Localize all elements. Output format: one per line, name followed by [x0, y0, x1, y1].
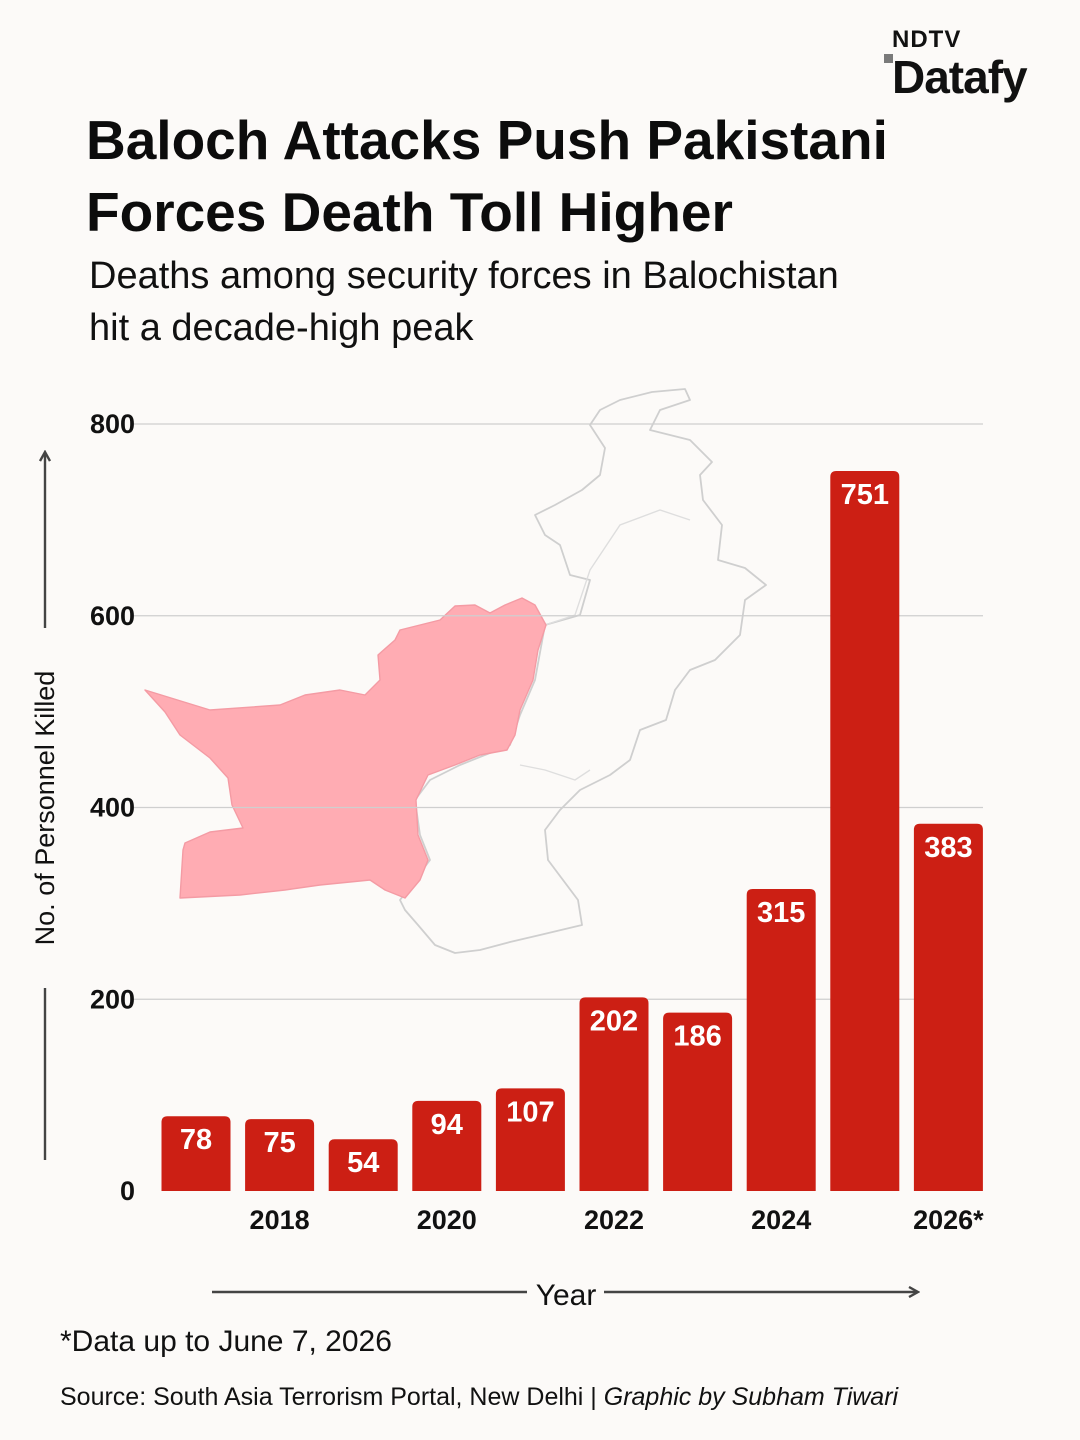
- bar-value-label: 54: [347, 1147, 379, 1179]
- x-tick-label: 2026*: [913, 1205, 984, 1235]
- logo-square-icon: [884, 54, 893, 63]
- subtitle-line-1: Deaths among security forces in Balochis…: [89, 255, 839, 297]
- balochistan-highlight: [144, 597, 547, 899]
- bar-value-label: 315: [757, 897, 805, 929]
- subtitle-line-2: hit a decade-high peak: [89, 307, 474, 349]
- x-tick-label: 2018: [250, 1205, 310, 1235]
- x-tick-label: 2020: [417, 1205, 477, 1235]
- y-tick-label: 200: [90, 984, 135, 1014]
- x-axis-ticks: 2018 2020 2022 2024 2026*: [250, 1205, 985, 1235]
- y-axis-title: No. of Personnel Killed: [30, 452, 60, 1160]
- bar: [161, 1116, 231, 1191]
- bar-value-label: 94: [431, 1109, 463, 1141]
- graphic-credit: Graphic by Subham Tiwari: [603, 1383, 899, 1411]
- bar: [913, 823, 983, 1191]
- title-line-1: Baloch Attacks Push Pakistani: [86, 109, 888, 171]
- bar: [746, 888, 816, 1191]
- pakistan-map-icon: [144, 388, 767, 954]
- bar-value-label: 107: [506, 1096, 554, 1128]
- bar-value-label: 75: [263, 1127, 295, 1159]
- y-tick-label: 800: [90, 409, 135, 439]
- logo-ndtv-text: NDTV: [892, 26, 962, 53]
- bar: [245, 1119, 315, 1191]
- bar-value-label: 186: [673, 1021, 721, 1053]
- bar: [830, 470, 900, 1191]
- bars: [161, 470, 983, 1191]
- x-tick-label: 2022: [584, 1205, 644, 1235]
- bar: [663, 1012, 733, 1191]
- x-axis-label: Year: [536, 1279, 597, 1312]
- punjab-border: [519, 509, 691, 781]
- y-axis-label: No. of Personnel Killed: [30, 671, 60, 946]
- y-tick-label: 400: [90, 793, 135, 823]
- logo-datafy-text: Datafy: [892, 51, 1028, 103]
- bar-labels: 78 75 54 94 107 202 186 315 751 383: [180, 479, 973, 1179]
- y-tick-label: 0: [120, 1176, 135, 1206]
- pakistan-outline: [399, 388, 767, 954]
- source-line: Source: South Asia Terrorism Portal, New…: [60, 1383, 898, 1412]
- x-axis-title: Year: [212, 1279, 918, 1312]
- bar: [328, 1139, 398, 1191]
- y-tick-label: 600: [90, 601, 135, 631]
- bar-value-label: 202: [590, 1005, 638, 1037]
- data-footnote: *Data up to June 7, 2026: [60, 1325, 392, 1358]
- x-tick-label: 2024: [751, 1205, 811, 1235]
- ndtv-datafy-logo: NDTV Datafy: [884, 26, 1064, 106]
- title-line-2: Forces Death Toll Higher: [86, 181, 733, 243]
- bar: [412, 1100, 482, 1191]
- bar-value-label: 751: [841, 479, 889, 511]
- bar: [579, 997, 649, 1191]
- bar-value-label: 78: [180, 1124, 212, 1156]
- bar: [495, 1088, 565, 1191]
- chart-title: Baloch Attacks Push Pakistani Forces Dea…: [86, 104, 1046, 248]
- source-text: Source: South Asia Terrorism Portal, New…: [60, 1383, 604, 1411]
- bar-value-label: 383: [924, 832, 972, 864]
- chart-subtitle: Deaths among security forces in Balochis…: [89, 250, 1049, 354]
- y-axis-ticks: 0 200 400 600 800: [90, 409, 135, 1206]
